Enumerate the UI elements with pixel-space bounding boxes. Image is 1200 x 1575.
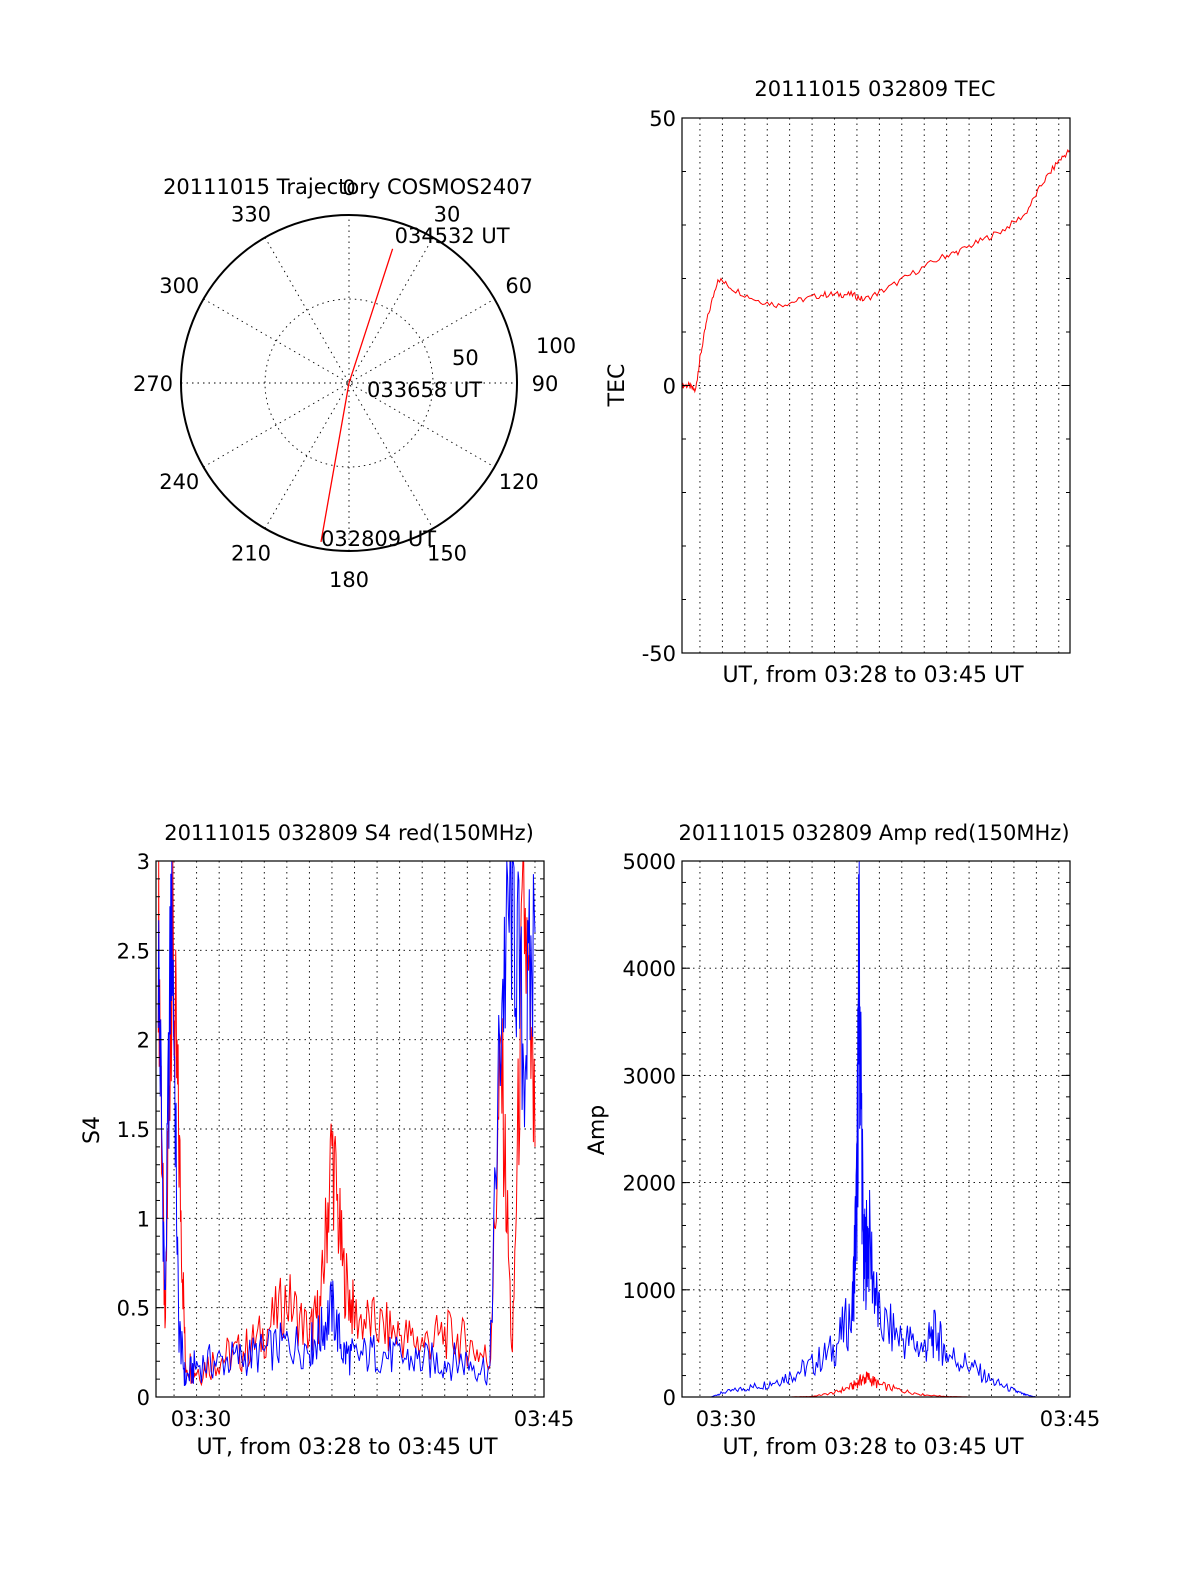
trajectory-time-label: 033658 UT bbox=[367, 378, 482, 402]
series-line-red bbox=[682, 1371, 1070, 1398]
polar-spoke bbox=[264, 237, 434, 529]
y-tick-label: 3 bbox=[137, 850, 150, 874]
polar-spokes bbox=[181, 215, 517, 551]
polar-inner-ring bbox=[264, 298, 434, 468]
y-tick-label: 50 bbox=[649, 107, 676, 131]
s4-y-ticks: 3 2.5 2 1.5 1 0.5 0 bbox=[117, 850, 544, 1410]
y-tick-label: 1000 bbox=[623, 1279, 676, 1303]
polar-azimuth-label: 60 bbox=[505, 274, 532, 298]
polar-title: 20111015 Trajectory COSMOS2407 bbox=[163, 175, 533, 199]
polar-azimuth-label: 210 bbox=[231, 542, 271, 566]
polar-spoke bbox=[264, 237, 434, 529]
amp-plot: 20111015 032809 Amp red(150MHz) 5000 4000… bbox=[585, 821, 1100, 1460]
polar-azimuth-labels: 0 30 60 90 120 150 180 210 240 270 300 330 bbox=[133, 176, 558, 592]
amp-grid bbox=[682, 861, 1070, 1397]
tec-xlabel: UT, from 03:28 to 03:45 UT bbox=[722, 663, 1024, 688]
polar-trajectory: 032809 UT 033658 UT 034532 UT bbox=[320, 224, 510, 551]
polar-azimuth-label: 150 bbox=[427, 542, 467, 566]
amp-ylabel: Amp bbox=[585, 1105, 610, 1155]
trajectory-polar-plot: 20111015 Trajectory COSMOS2407 0 30 60 90 12… bbox=[133, 175, 576, 592]
amp-series bbox=[682, 860, 1070, 1398]
y-tick-label: 1 bbox=[137, 1207, 150, 1231]
amp-frame bbox=[681, 860, 1071, 1398]
y-tick-label: -50 bbox=[642, 642, 676, 666]
s4-ylabel: S4 bbox=[80, 1116, 105, 1144]
polar-azimuth-label: 240 bbox=[159, 470, 199, 494]
amp-y-ticks: 5000 4000 3000 2000 1000 0 bbox=[623, 850, 1070, 1410]
series-line-red bbox=[157, 860, 536, 1387]
y-tick-label: 0.5 bbox=[117, 1297, 150, 1321]
trajectory-time-label: 032809 UT bbox=[321, 527, 436, 551]
polar-azimuth-label: 180 bbox=[329, 568, 369, 592]
series-line-blue bbox=[157, 860, 536, 1387]
polar-spoke bbox=[203, 298, 495, 468]
polar-azimuth-label: 300 bbox=[159, 274, 199, 298]
tec-y-ticks: 50 0 -50 bbox=[642, 107, 1070, 666]
amp-title: 20111015 032809 Amp red(150MHz) bbox=[678, 821, 1069, 845]
series-line-blue bbox=[682, 860, 1070, 1398]
trajectory-time-label: 034532 UT bbox=[395, 224, 510, 248]
tec-grid bbox=[682, 118, 1070, 653]
s4-plot: 20111015 032809 S4 red(150MHz) 3 2.5 2 1.5 1… bbox=[80, 821, 574, 1460]
s4-xtick-0330: 03:30 bbox=[171, 1407, 232, 1431]
y-tick-label: 3000 bbox=[623, 1064, 676, 1088]
polar-azimuth-label: 0 bbox=[342, 176, 355, 200]
tec-plot: 20111015 032809 TEC 50 0 -50 TEC UT, from … bbox=[605, 77, 1071, 688]
polar-azimuth-label: 30 bbox=[434, 202, 461, 226]
series-line-red bbox=[681, 148, 1071, 394]
s4-xlabel: UT, from 03:28 to 03:45 UT bbox=[196, 1435, 498, 1460]
y-tick-label: 0 bbox=[663, 1386, 676, 1410]
polar-azimuth-label: 270 bbox=[133, 372, 173, 396]
y-tick-label: 2.5 bbox=[117, 939, 150, 963]
polar-azimuth-label: 330 bbox=[231, 202, 271, 226]
polar-radial-label-100: 100 bbox=[536, 334, 576, 358]
polar-azimuth-label: 120 bbox=[499, 470, 539, 494]
y-tick-label: 1.5 bbox=[117, 1118, 150, 1142]
s4-xtick-0345: 03:45 bbox=[514, 1407, 575, 1431]
y-tick-label: 0 bbox=[663, 375, 676, 399]
polar-radial-label-50: 50 bbox=[452, 346, 479, 370]
amp-xtick-0330: 03:30 bbox=[696, 1407, 757, 1431]
tec-series bbox=[681, 148, 1071, 394]
amp-xlabel: UT, from 03:28 to 03:45 UT bbox=[722, 1435, 1024, 1460]
y-tick-label: 0 bbox=[137, 1386, 150, 1410]
y-tick-label: 2 bbox=[137, 1029, 150, 1053]
y-tick-label: 2000 bbox=[623, 1172, 676, 1196]
polar-spoke bbox=[203, 298, 495, 468]
s4-title: 20111015 032809 S4 red(150MHz) bbox=[164, 821, 534, 845]
y-tick-label: 4000 bbox=[623, 957, 676, 981]
polar-azimuth-label: 90 bbox=[532, 372, 559, 396]
trajectory-line bbox=[320, 248, 394, 542]
y-tick-label: 5000 bbox=[623, 850, 676, 874]
amp-xtick-0345: 03:45 bbox=[1040, 1407, 1101, 1431]
s4-series bbox=[157, 860, 536, 1387]
tec-ylabel: TEC bbox=[605, 364, 630, 408]
tec-title: 20111015 032809 TEC bbox=[754, 77, 995, 101]
